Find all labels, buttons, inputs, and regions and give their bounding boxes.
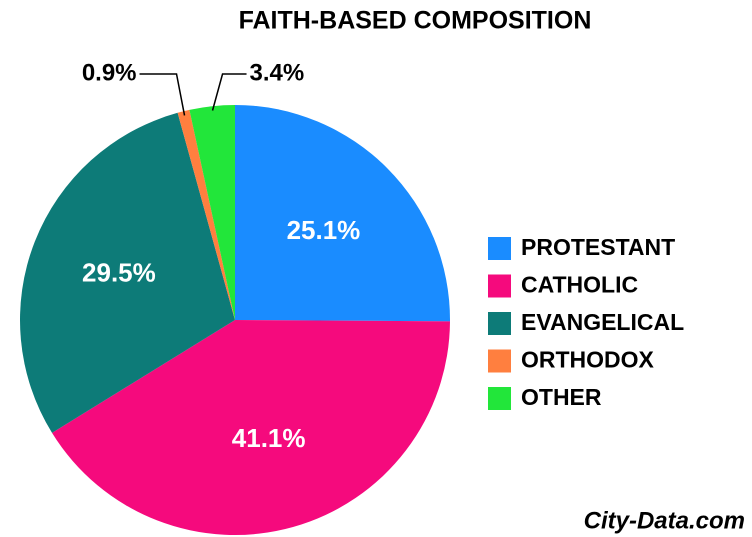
slice-label: 0.9%	[82, 59, 137, 86]
pie-slice	[189, 105, 235, 320]
legend-label: ORTHODOX	[521, 347, 655, 373]
slice-label: 29.5%	[82, 257, 156, 287]
chart-title: FAITH-BASED COMPOSITION	[239, 7, 592, 35]
legend-label: PROTESTANT	[521, 234, 675, 260]
watermark: City-Data.com	[584, 507, 745, 534]
legend-swatch	[488, 312, 511, 335]
slice-label: 25.1%	[287, 215, 361, 245]
legend-label: CATHOLIC	[521, 272, 638, 298]
legend-swatch	[488, 274, 511, 298]
slice-label: 3.4%	[250, 59, 305, 86]
legend-swatch	[488, 349, 511, 373]
legend-label: OTHER	[521, 384, 602, 410]
leader-line	[139, 73, 186, 116]
legend-swatch	[488, 237, 511, 260]
slice-label: 41.1%	[232, 423, 306, 453]
pie-slice	[19, 112, 236, 433]
pie-slice	[52, 320, 450, 535]
pie-slice	[235, 105, 450, 322]
legend-label: EVANGELICAL	[521, 309, 684, 335]
legend-swatch	[488, 387, 511, 410]
leader-line	[211, 73, 247, 111]
pie-slice	[177, 109, 235, 320]
